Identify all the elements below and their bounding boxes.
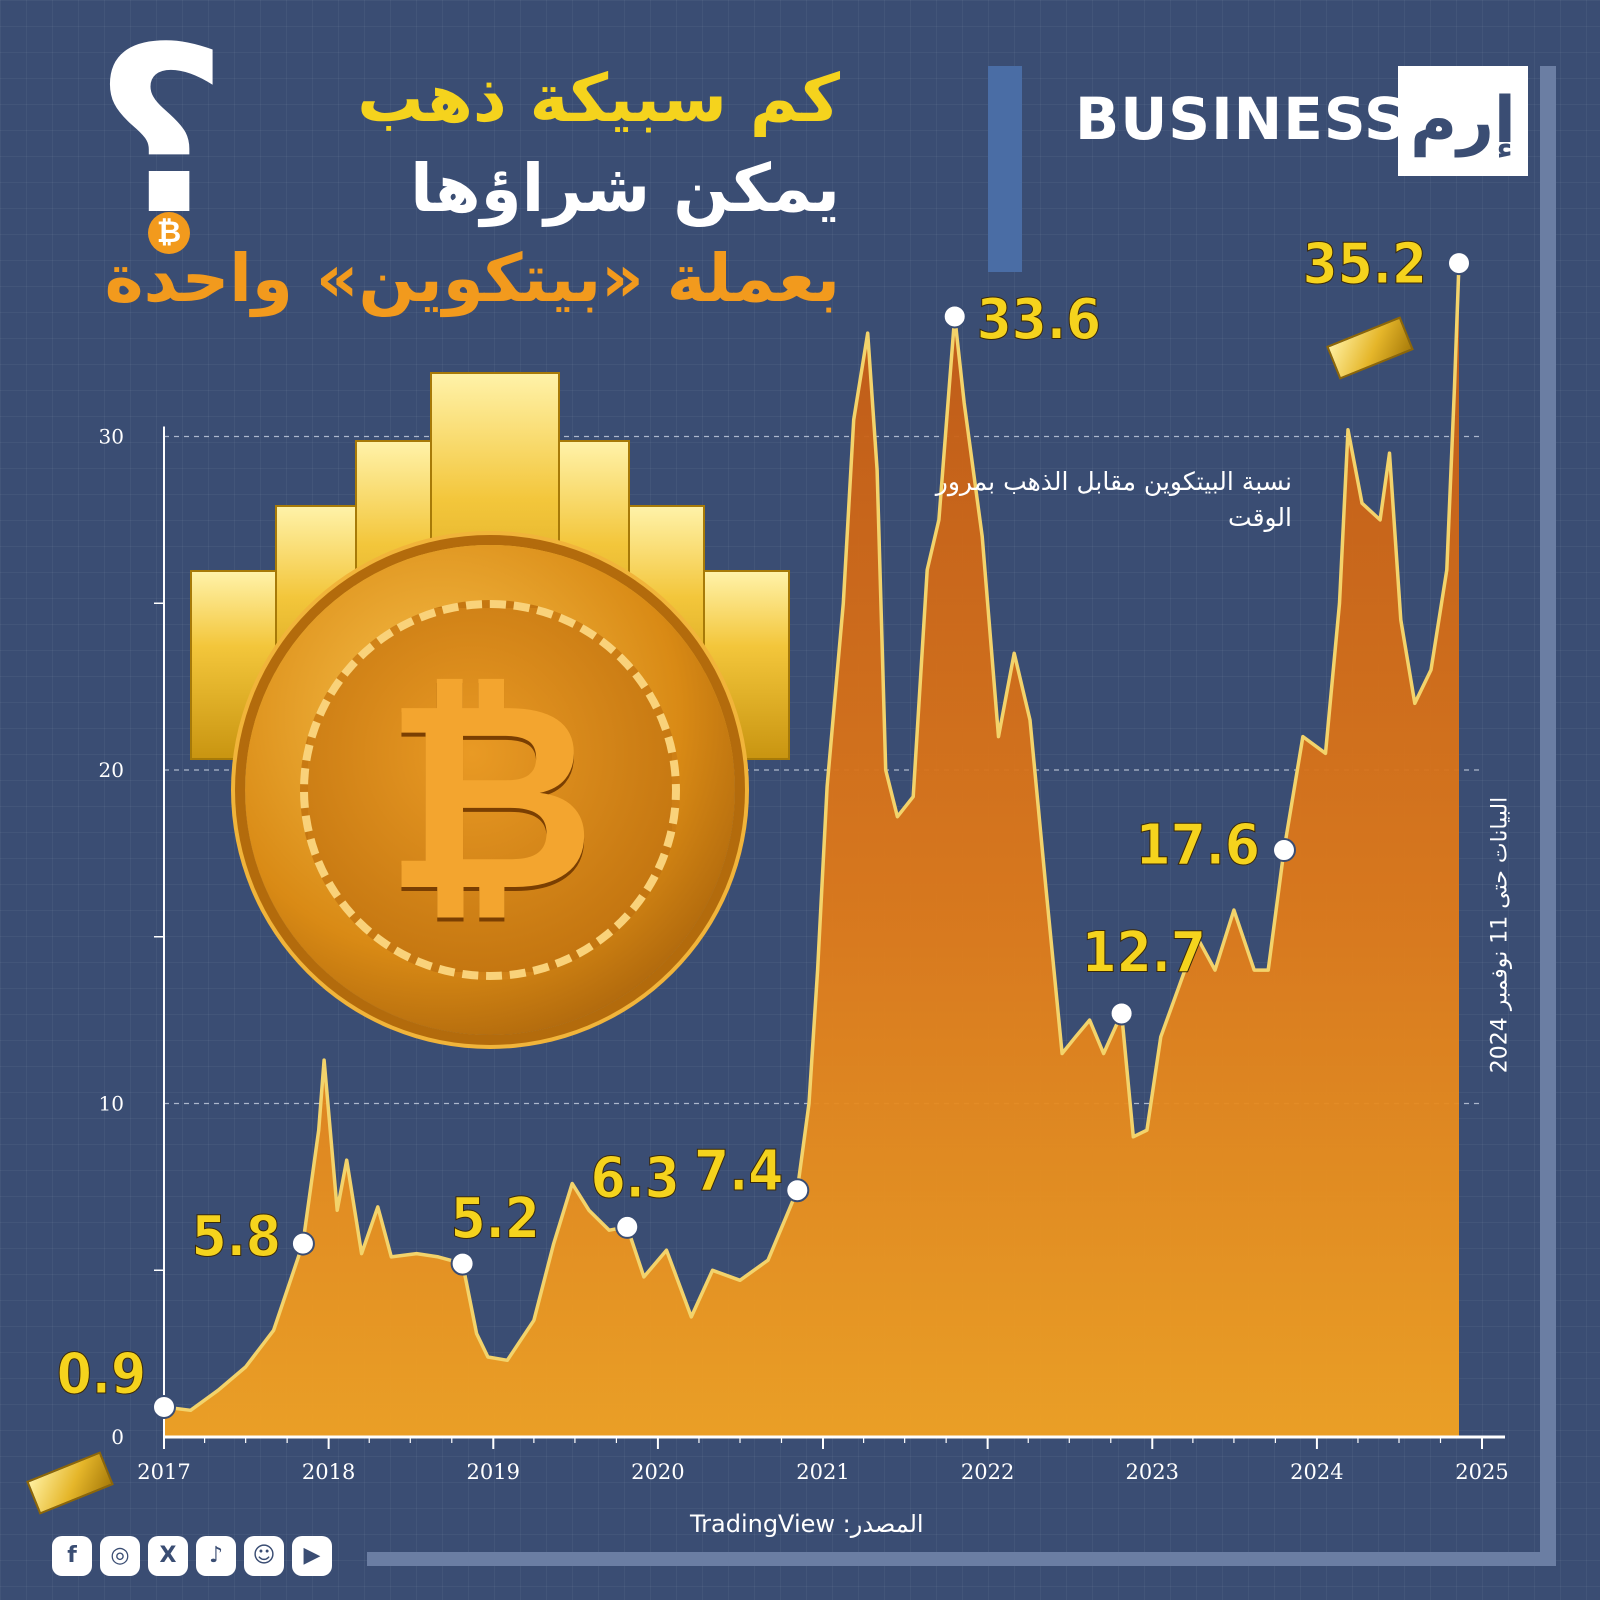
x-tick-label: 2019 bbox=[467, 1460, 520, 1484]
data-date-note: البيانات حتى 11 نوفمبر 2024 bbox=[1487, 796, 1513, 1074]
instagram-icon[interactable]: ◎ bbox=[100, 1536, 140, 1576]
facebook-icon[interactable]: f bbox=[52, 1536, 92, 1576]
series-note: نسبة البيتكوين مقابل الذهب بمرور الوقت bbox=[935, 467, 1292, 532]
youtube-icon[interactable]: ▶ bbox=[292, 1536, 332, 1576]
brand-accent-bar bbox=[988, 66, 1022, 272]
title-line-1: كم سبيكة ذهب bbox=[357, 60, 840, 137]
x-tick-label: 2022 bbox=[961, 1460, 1014, 1484]
y-tick-label: 30 bbox=[99, 425, 124, 449]
x-tick-label: 2024 bbox=[1290, 1460, 1343, 1484]
data-point-label: 0.9 bbox=[57, 1342, 146, 1407]
title-line-2: يمكن شراؤها bbox=[410, 150, 840, 227]
data-point-marker bbox=[1109, 1001, 1134, 1026]
x-tick-label: 2017 bbox=[137, 1460, 190, 1484]
data-point-label: 5.2 bbox=[451, 1187, 540, 1252]
x-icon[interactable]: X bbox=[148, 1536, 188, 1576]
y-tick-label: 20 bbox=[99, 758, 124, 782]
y-tick-label: 10 bbox=[99, 1092, 124, 1116]
data-point-marker bbox=[1271, 838, 1296, 863]
data-point-label: 5.8 bbox=[192, 1205, 281, 1270]
snapchat-icon[interactable]: ☺ bbox=[244, 1536, 284, 1576]
tiktok-icon[interactable]: ♪ bbox=[196, 1536, 236, 1576]
data-point-marker bbox=[290, 1231, 315, 1256]
bitcoin-coin-icon: ₿ bbox=[245, 545, 735, 1035]
bitcoin-small-icon: ₿ bbox=[148, 212, 190, 254]
x-tick-label: 2023 bbox=[1126, 1460, 1179, 1484]
data-point-marker bbox=[450, 1251, 475, 1276]
side-strip bbox=[1540, 66, 1556, 1566]
data-point-label: 33.6 bbox=[977, 287, 1101, 352]
logo: إرم bbox=[1398, 66, 1528, 176]
data-point-label: 12.7 bbox=[1082, 920, 1206, 985]
data-point-label: 7.4 bbox=[694, 1139, 783, 1204]
data-point-label: 35.2 bbox=[1303, 232, 1427, 297]
brand-name: BUSINESS bbox=[1075, 85, 1407, 153]
ratio-area bbox=[164, 263, 1459, 1438]
source-text: المصدر: TradingView bbox=[690, 1510, 924, 1538]
x-tick-label: 2021 bbox=[796, 1460, 849, 1484]
data-point-label: 6.3 bbox=[591, 1146, 680, 1211]
data-point-label: 17.6 bbox=[1136, 813, 1260, 878]
x-tick-label: 2020 bbox=[631, 1460, 684, 1484]
data-point-marker bbox=[1446, 251, 1471, 276]
y-tick-label: 0 bbox=[111, 1425, 124, 1449]
data-point-marker bbox=[152, 1394, 176, 1419]
data-point-marker bbox=[942, 304, 967, 329]
data-point-marker bbox=[785, 1178, 810, 1203]
bottom-strip bbox=[367, 1552, 1540, 1566]
x-tick-label: 2018 bbox=[302, 1460, 355, 1484]
data-point-marker bbox=[615, 1214, 640, 1239]
x-tick-label: 2025 bbox=[1455, 1460, 1508, 1484]
title-line-3: بعملة «بيتكوين» واحدة bbox=[104, 240, 840, 317]
